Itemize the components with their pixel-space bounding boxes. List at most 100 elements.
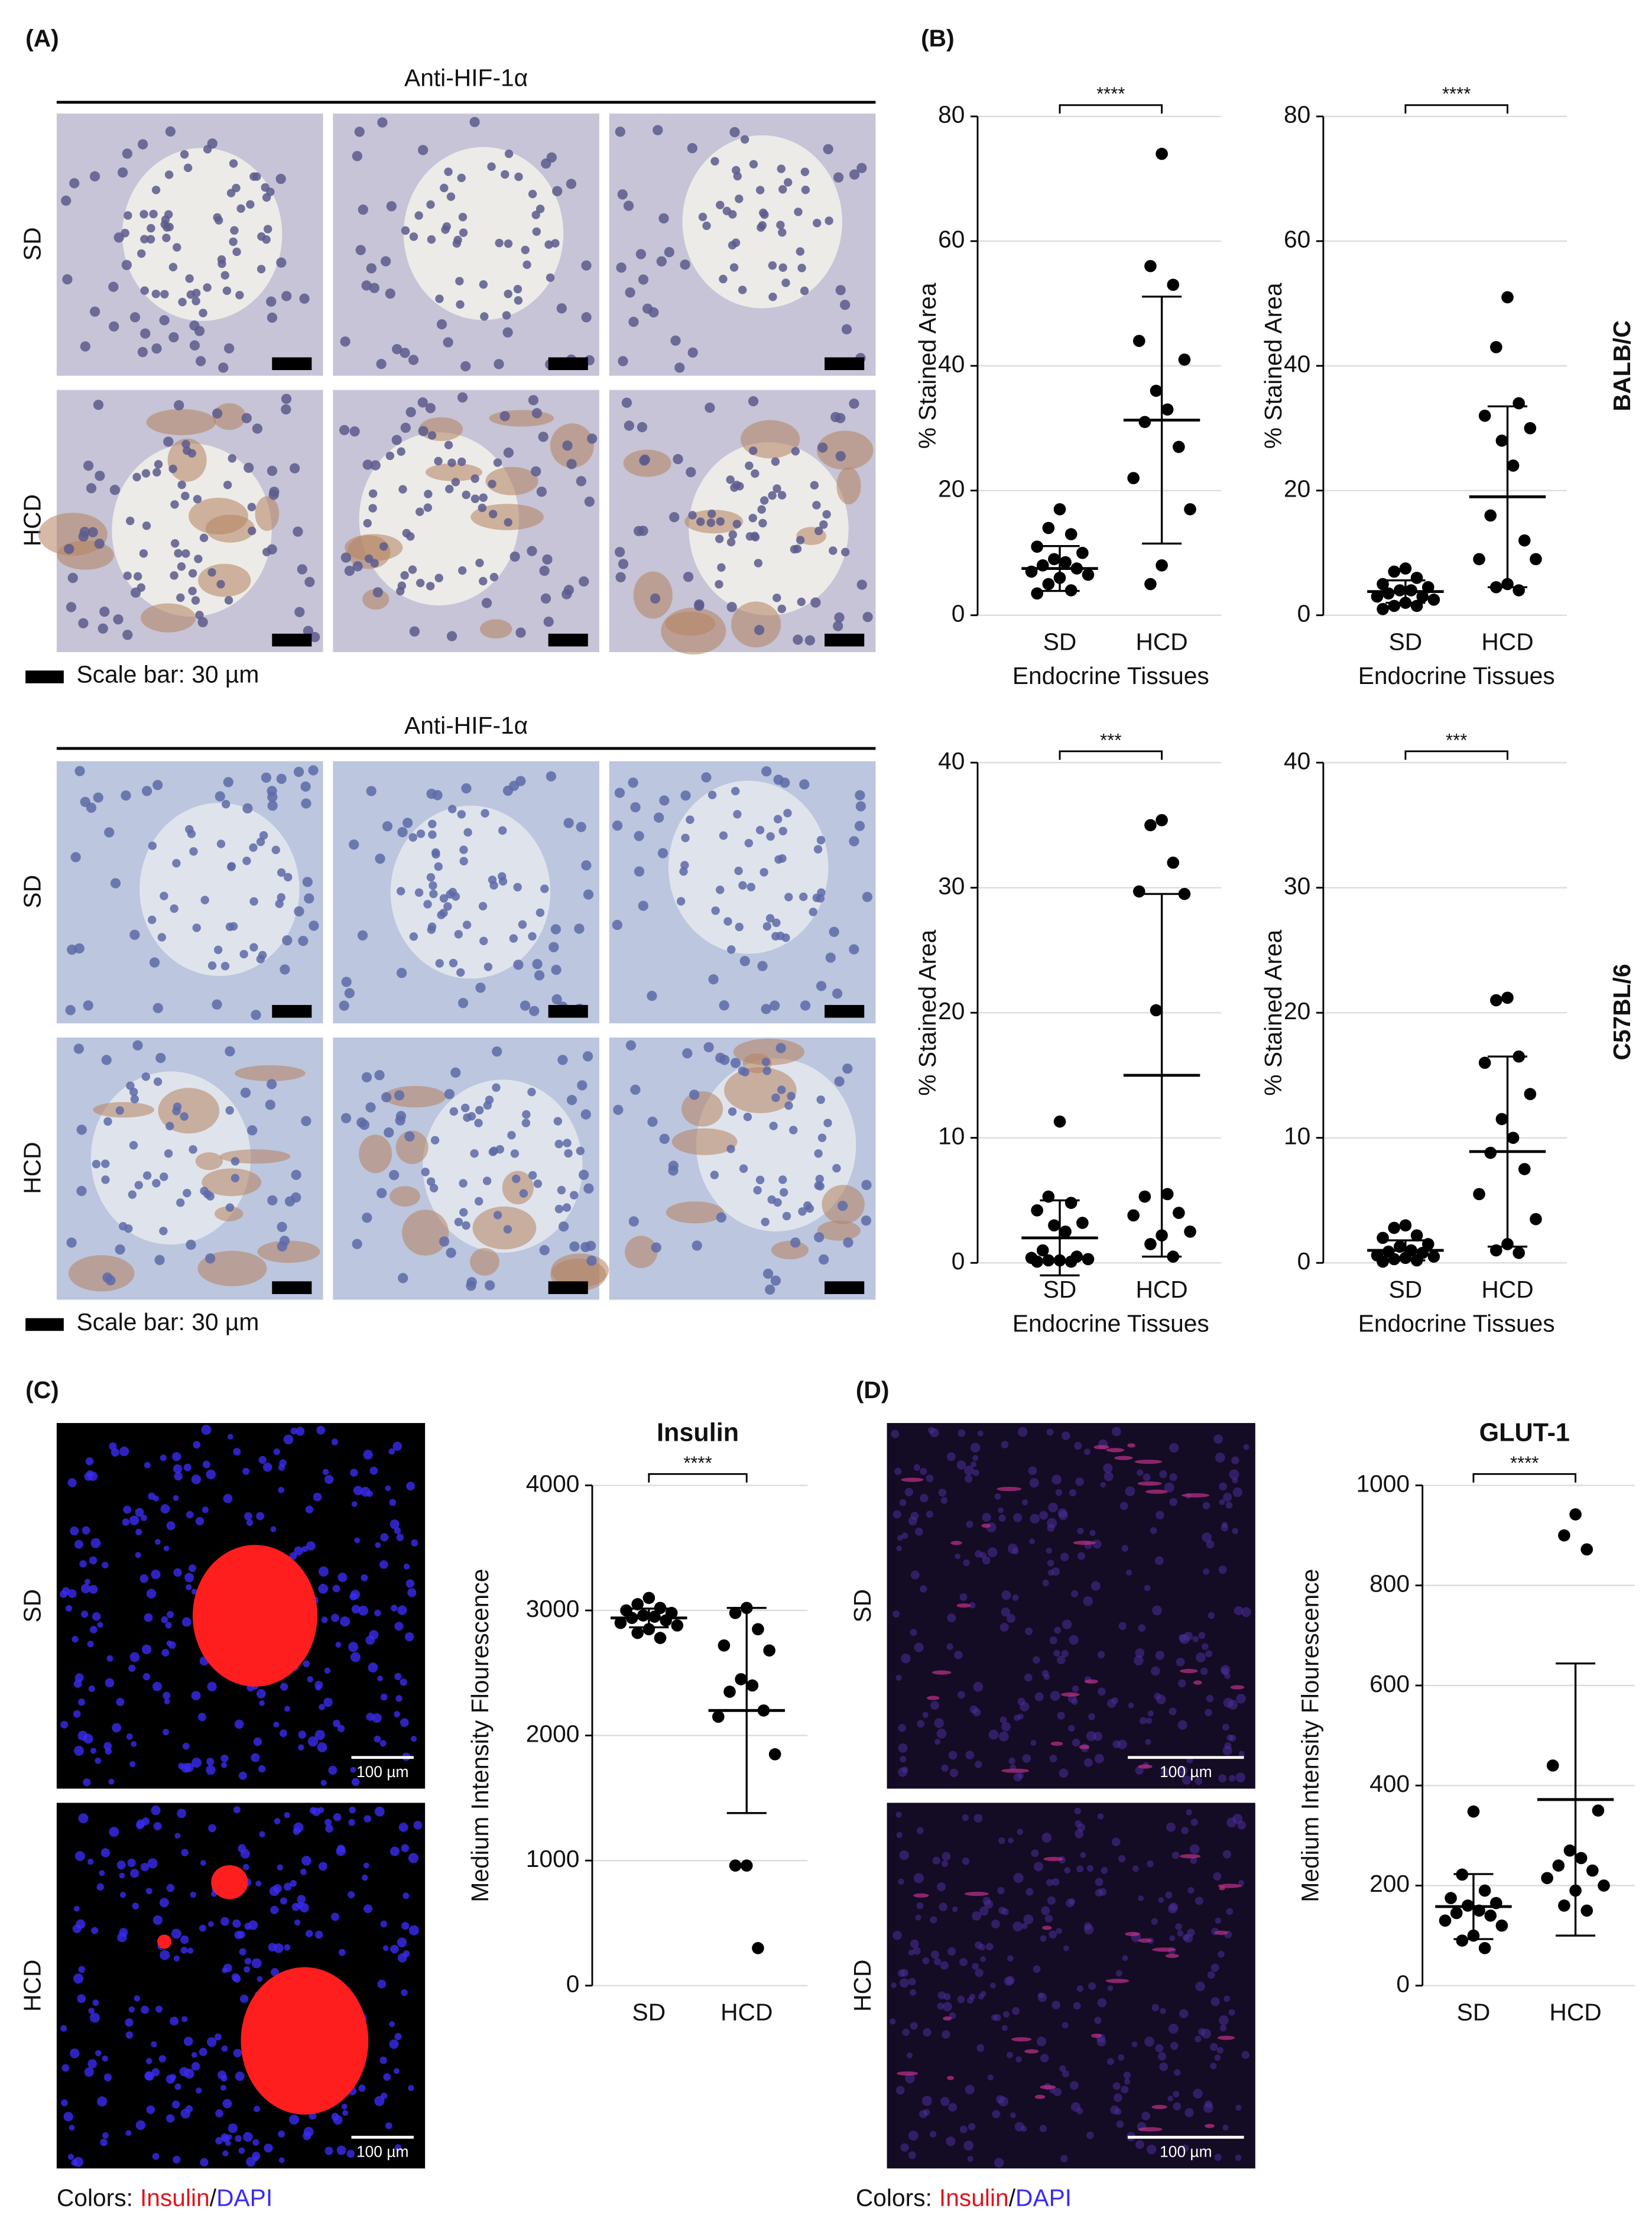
nucleus [948,2103,958,2112]
nucleus [998,1731,1009,1742]
fluorescence-image: 100 µm [887,1803,1255,2168]
data-point [1031,587,1043,600]
nucleus [778,185,787,194]
nucleus [267,312,278,323]
nucleus [366,786,377,796]
nucleus [479,493,488,502]
nucleus [79,1560,87,1568]
nucleus [258,951,267,959]
nucleus [1118,2054,1125,2061]
nucleus [1097,1687,1106,1696]
nucleus [829,926,839,937]
nucleus [229,922,238,931]
y-tick-label: 3000 [526,1595,580,1622]
nucleus [60,2025,67,2032]
nucleus [445,484,454,494]
nucleus [940,1961,949,1970]
data-point [654,1632,667,1644]
nucleus [940,2096,950,2106]
nucleus [728,530,738,539]
nucleus [680,790,691,801]
nucleus [754,625,765,636]
nucleus [252,423,263,434]
nucleus [1196,1652,1206,1662]
nucleus [124,211,132,220]
nucleus [726,602,737,612]
data-point [1450,1907,1463,1920]
data-point [1388,565,1401,578]
nucleus [160,1504,170,1514]
data-point [1478,1884,1491,1897]
nucleus [232,247,241,257]
nucleus [901,1654,911,1664]
stain [402,1210,449,1256]
nucleus [238,1931,245,1939]
nucleus [132,1902,139,1910]
nucleus [119,1892,126,1898]
nucleus [363,518,372,528]
nucleus [341,977,352,987]
nucleus [769,1121,778,1130]
nucleus [528,395,539,406]
nucleus [141,1644,152,1655]
scale-bar-text: Scale bar: 30 µm [76,661,259,688]
nucleus [106,1655,113,1662]
nucleus [1047,1560,1054,1567]
nucleus [299,293,310,304]
nucleus [129,1141,138,1150]
nucleus [333,1813,342,1821]
nucleus [390,1944,399,1954]
nucleus [132,1040,143,1051]
nucleus [223,1494,233,1503]
nucleus [634,831,644,841]
nucleus [577,1080,588,1091]
data-point [1150,1004,1163,1017]
x-tick-label: SD [1389,628,1423,655]
nucleus [492,1083,501,1092]
y-tick-label: 40 [1284,747,1310,774]
nucleus [195,611,204,620]
nucleus [325,1824,333,1833]
nucleus [952,1906,958,1912]
nucleus [587,433,598,444]
nucleus [397,1937,407,1947]
data-point [1490,994,1502,1007]
data-point [1530,553,1542,566]
panel-label: (A) [25,24,59,51]
nucleus [963,1559,970,1567]
nucleus [550,924,562,935]
stain [395,1130,429,1165]
nucleus [1161,1768,1170,1777]
nucleus [133,572,142,581]
nucleus [457,173,466,183]
nucleus [318,1566,329,1577]
nucleus [459,1208,468,1217]
nucleus [99,607,110,617]
nucleus [278,2157,285,2163]
nucleus [303,625,314,636]
nucleus [841,547,850,557]
nucleus [784,893,793,902]
nucleus [1221,1523,1229,1532]
nucleus [93,792,103,803]
nucleus [233,1975,241,1983]
fluorescence-image: 100 µm [56,1803,426,2168]
nucleus [640,454,650,465]
nucleus [236,204,245,213]
nucleus [152,1681,162,1691]
nucleus [908,2151,916,2159]
nucleus [914,1527,923,1536]
nucleus [242,1863,249,1871]
nucleus [1116,2120,1124,2128]
nucleus [294,1919,301,1926]
nucleus [962,1857,970,1865]
stain [205,514,255,543]
nucleus [941,1860,949,1868]
nucleus [362,1213,372,1223]
vessel [947,2076,955,2080]
nucleus [967,2155,973,2162]
nucleus [309,1807,317,1814]
data-point [1167,856,1180,869]
nucleus [244,1512,252,1521]
nucleus [781,278,790,287]
